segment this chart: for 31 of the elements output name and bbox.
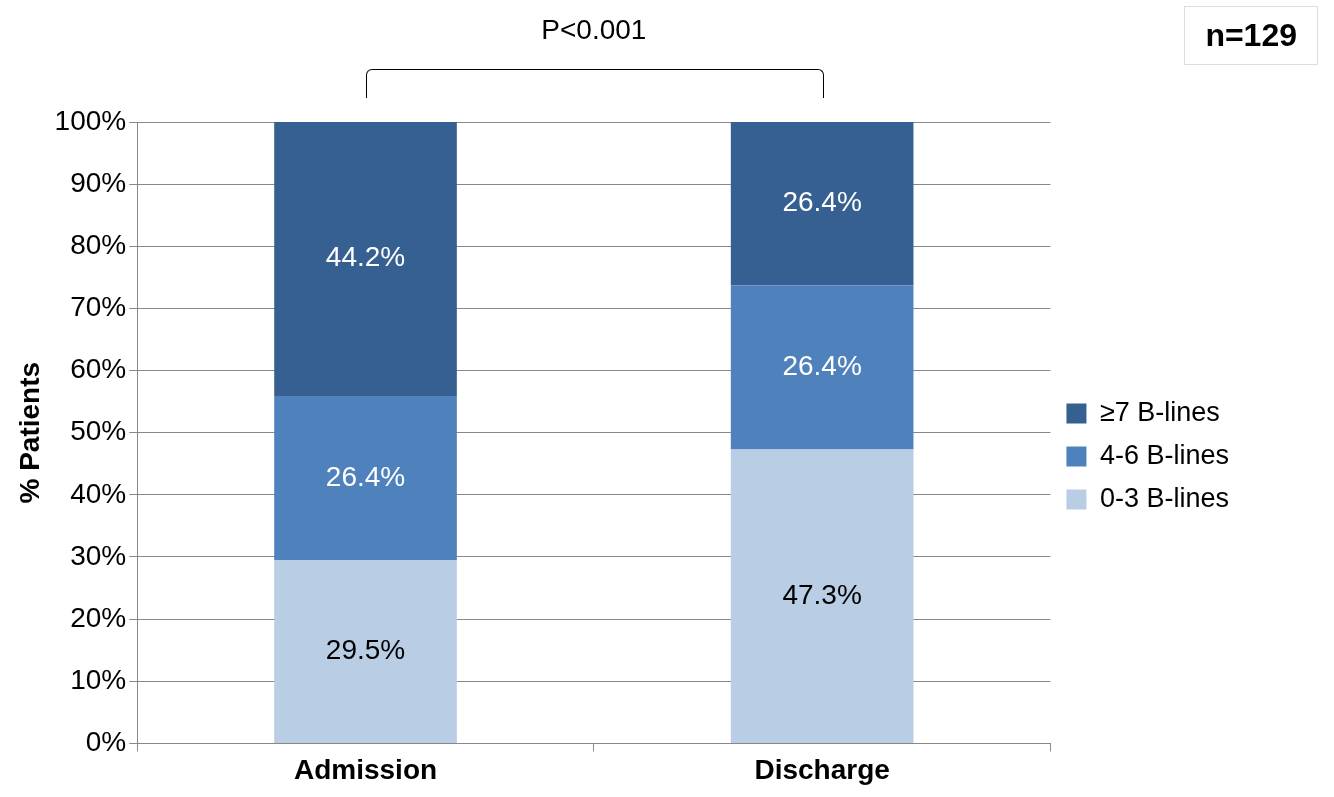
y-tick-label: 100% bbox=[54, 104, 127, 136]
y-tick-label: 20% bbox=[70, 601, 127, 633]
x-tick-label: Admission bbox=[293, 753, 438, 785]
y-axis-title: % Patients bbox=[13, 361, 45, 504]
y-tick-label: 40% bbox=[70, 477, 127, 509]
bar bbox=[274, 560, 457, 743]
y-tick-label: 50% bbox=[70, 415, 127, 447]
text: P<0.001 bbox=[541, 14, 647, 46]
text: n=129 bbox=[1184, 6, 1318, 65]
bar bbox=[274, 396, 457, 561]
x-tick-label: Discharge bbox=[754, 753, 890, 785]
data-label: 26.4% bbox=[782, 186, 862, 218]
bar bbox=[730, 122, 914, 286]
legend-label: 4-6 B-lines bbox=[1099, 439, 1230, 470]
y-tick-label: 60% bbox=[70, 353, 127, 385]
y-tick-label: 90% bbox=[70, 166, 127, 198]
y-tick-label: 0% bbox=[85, 726, 127, 758]
data-label: 47.3% bbox=[782, 578, 862, 610]
bar bbox=[274, 122, 457, 397]
data-label: 26.4% bbox=[325, 460, 406, 492]
y-tick-label: 30% bbox=[70, 539, 127, 571]
bar bbox=[730, 285, 914, 450]
legend-label: ≥7 B-lines bbox=[1099, 396, 1220, 427]
legend-label: 0-3 B-lines bbox=[1099, 482, 1230, 513]
y-tick-label: 80% bbox=[70, 229, 127, 260]
data-label: 44.2% bbox=[325, 241, 406, 273]
y-tick-label: 70% bbox=[70, 291, 127, 323]
bar bbox=[730, 449, 914, 743]
data-label: 29.5% bbox=[325, 634, 406, 666]
data-label: 26.4% bbox=[782, 350, 862, 382]
y-tick-label: 10% bbox=[70, 663, 127, 695]
